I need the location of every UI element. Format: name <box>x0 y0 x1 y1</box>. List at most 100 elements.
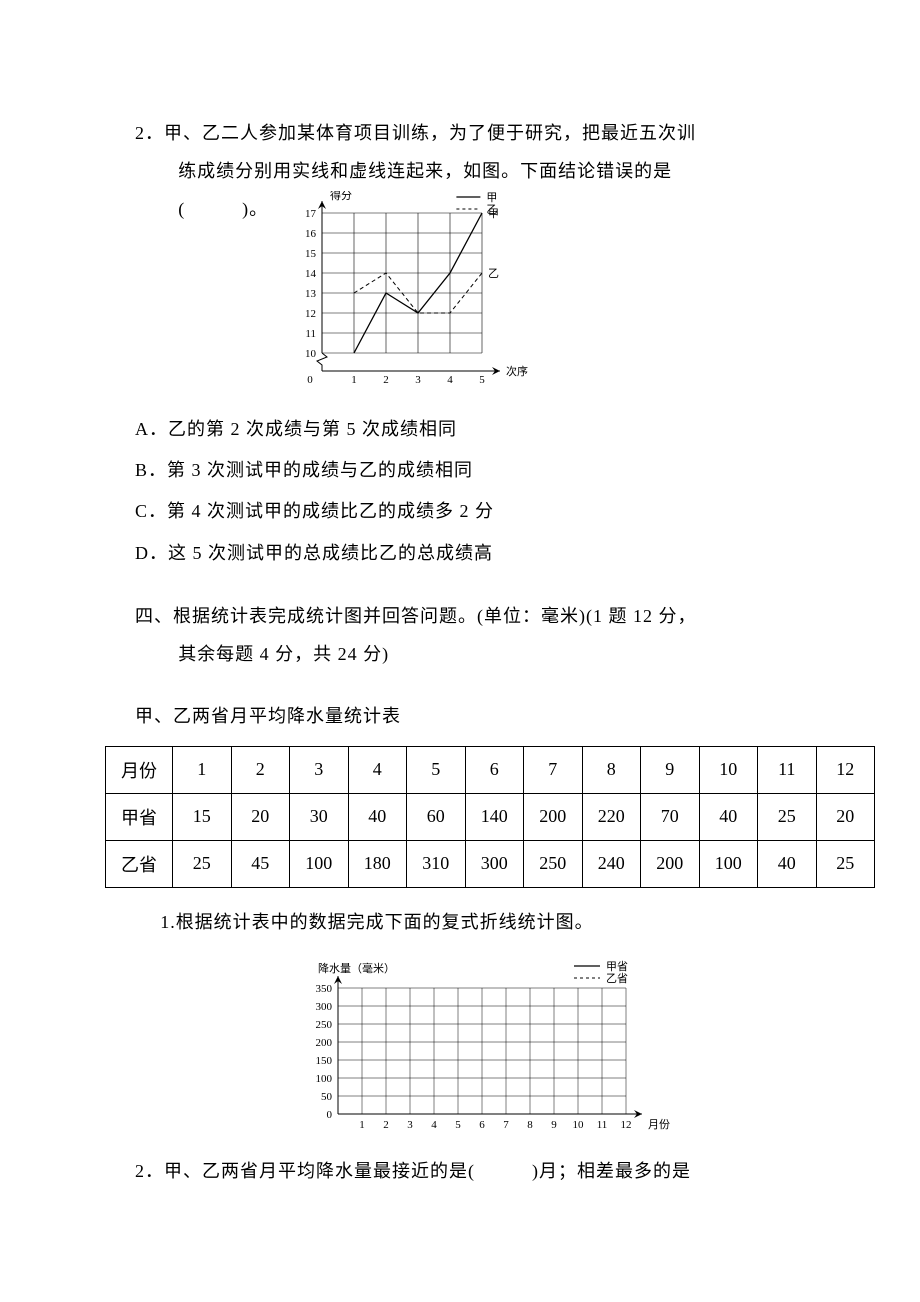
svg-text:17: 17 <box>305 208 317 220</box>
yi-9: 200 <box>641 840 700 887</box>
svg-text:150: 150 <box>315 1055 332 1067</box>
question-2: 2．甲、乙二人参加某体育项目训练，为了便于研究，把最近五次训 练成绩分别用实线和… <box>135 115 820 574</box>
jia-4: 40 <box>348 793 407 840</box>
q2-chart: 得分次序0101112131415161712345甲乙甲乙 <box>274 191 534 401</box>
yi-3: 100 <box>290 840 349 887</box>
svg-text:3: 3 <box>415 374 421 386</box>
svg-text:12: 12 <box>620 1119 631 1131</box>
yi-4: 180 <box>348 840 407 887</box>
jia-12: 20 <box>816 793 875 840</box>
svg-text:11: 11 <box>306 328 317 340</box>
svg-text:1: 1 <box>351 374 357 386</box>
q2-option-b: B．第 3 次测试甲的成绩与乙的成绩相同 <box>135 450 820 491</box>
svg-text:乙: 乙 <box>487 203 498 216</box>
sec4-q1: 1.根据统计表中的数据完成下面的复式折线统计图。 <box>135 904 820 942</box>
sec4-head-l2: 其余每题 4 分，共 24 分) <box>135 636 820 674</box>
svg-text:8: 8 <box>527 1119 533 1131</box>
rainfall-chart: 降水量（毫米）月份0501001502002503003501234567891… <box>135 949 820 1139</box>
yi-8: 240 <box>582 840 641 887</box>
table-header-row: 月份 1 2 3 4 5 6 7 8 9 10 11 12 <box>106 746 875 793</box>
svg-text:6: 6 <box>479 1119 485 1131</box>
svg-text:得分: 得分 <box>330 191 352 202</box>
svg-text:15: 15 <box>305 248 317 260</box>
svg-text:3: 3 <box>407 1119 413 1131</box>
jia-10: 40 <box>699 793 758 840</box>
svg-text:2: 2 <box>383 374 389 386</box>
rh-jia: 甲省 <box>106 793 173 840</box>
svg-text:250: 250 <box>315 1019 332 1031</box>
th-month: 月份 <box>106 746 173 793</box>
rainfall-table: 月份 1 2 3 4 5 6 7 8 9 10 11 12 甲省 15 20 3… <box>105 746 875 888</box>
th-7: 7 <box>524 746 583 793</box>
svg-text:4: 4 <box>431 1119 437 1131</box>
svg-text:2: 2 <box>383 1119 389 1131</box>
th-10: 10 <box>699 746 758 793</box>
th-5: 5 <box>407 746 466 793</box>
q2-option-d: D．这 5 次测试甲的总成绩比乙的总成绩高 <box>135 533 820 574</box>
sec4-q2: 2．甲、乙两省月平均降水量最接近的是( )月；相差最多的是 <box>135 1153 820 1191</box>
yi-7: 250 <box>524 840 583 887</box>
table-row-yi: 乙省 25 45 100 180 310 300 250 240 200 100… <box>106 840 875 887</box>
svg-text:月份: 月份 <box>648 1118 670 1131</box>
section-4: 四、根据统计表完成统计图并回答问题。(单位：毫米)(1 题 12 分， 其余每题… <box>135 598 820 674</box>
jia-7: 200 <box>524 793 583 840</box>
svg-text:1: 1 <box>359 1119 365 1131</box>
svg-text:次序: 次序 <box>506 364 528 378</box>
svg-text:甲: 甲 <box>487 192 498 204</box>
q2-option-a: A．乙的第 2 次成绩与第 5 次成绩相同 <box>135 409 820 450</box>
jia-9: 70 <box>641 793 700 840</box>
th-11: 11 <box>758 746 817 793</box>
th-8: 8 <box>582 746 641 793</box>
svg-text:5: 5 <box>455 1119 461 1131</box>
svg-text:200: 200 <box>315 1037 332 1049</box>
yi-12: 25 <box>816 840 875 887</box>
jia-1: 15 <box>173 793 232 840</box>
svg-text:350: 350 <box>315 983 332 995</box>
jia-6: 140 <box>465 793 524 840</box>
svg-text:13: 13 <box>305 288 317 300</box>
jia-11: 25 <box>758 793 817 840</box>
svg-text:100: 100 <box>315 1073 332 1085</box>
svg-text:10: 10 <box>305 348 317 360</box>
svg-text:16: 16 <box>305 228 317 240</box>
yi-6: 300 <box>465 840 524 887</box>
q2-stem-line3-wrap: ( )。 得分次序0101112131415161712345甲乙甲乙 <box>135 191 820 401</box>
svg-text:11: 11 <box>596 1119 607 1131</box>
svg-text:甲省: 甲省 <box>606 960 628 973</box>
table-row-jia: 甲省 15 20 30 40 60 140 200 220 70 40 25 2… <box>106 793 875 840</box>
jia-2: 20 <box>231 793 290 840</box>
jia-3: 30 <box>290 793 349 840</box>
table-title: 甲、乙两省月平均降水量统计表 <box>135 698 820 736</box>
q2-stem-line1: 2．甲、乙二人参加某体育项目训练，为了便于研究，把最近五次训 <box>135 115 820 153</box>
jia-8: 220 <box>582 793 641 840</box>
th-2: 2 <box>231 746 290 793</box>
svg-text:14: 14 <box>305 268 317 280</box>
th-4: 4 <box>348 746 407 793</box>
sec4-head-l1: 四、根据统计表完成统计图并回答问题。(单位：毫米)(1 题 12 分， <box>135 598 820 636</box>
yi-2: 45 <box>231 840 290 887</box>
svg-text:300: 300 <box>315 1001 332 1013</box>
th-1: 1 <box>173 746 232 793</box>
th-12: 12 <box>816 746 875 793</box>
q2-stem-text1: 甲、乙二人参加某体育项目训练，为了便于研究，把最近五次训 <box>164 123 696 143</box>
yi-10: 100 <box>699 840 758 887</box>
svg-text:4: 4 <box>447 374 453 386</box>
q2-stem-line2: 练成绩分别用实线和虚线连起来，如图。下面结论错误的是 <box>135 153 820 191</box>
q2-number: 2． <box>135 123 164 143</box>
svg-text:乙省: 乙省 <box>606 972 628 985</box>
svg-text:50: 50 <box>321 1091 333 1103</box>
svg-text:0: 0 <box>326 1109 332 1121</box>
th-9: 9 <box>641 746 700 793</box>
svg-text:10: 10 <box>572 1119 584 1131</box>
q2-options: A．乙的第 2 次成绩与第 5 次成绩相同 B．第 3 次测试甲的成绩与乙的成绩… <box>135 409 820 575</box>
svg-text:5: 5 <box>479 374 485 386</box>
q2-option-c: C．第 4 次测试甲的成绩比乙的成绩多 2 分 <box>135 491 820 532</box>
jia-5: 60 <box>407 793 466 840</box>
th-6: 6 <box>465 746 524 793</box>
svg-text:0: 0 <box>307 374 313 386</box>
yi-11: 40 <box>758 840 817 887</box>
th-3: 3 <box>290 746 349 793</box>
svg-text:7: 7 <box>503 1119 509 1131</box>
q2-blank: ( )。 <box>178 191 268 229</box>
svg-text:12: 12 <box>305 308 316 320</box>
